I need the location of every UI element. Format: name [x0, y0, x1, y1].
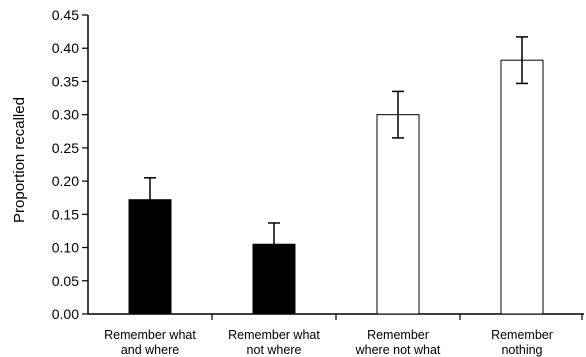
bar [376, 114, 420, 315]
bar [128, 199, 172, 315]
y-axis-ticks: 0.00 0.05 0.10 0.15 0.20 0.25 0.30 0.35 0.40 0.45 [52, 7, 88, 322]
error-bars [144, 36, 528, 267]
x-category-label: nothing [501, 343, 542, 357]
y-tick-label: 0.30 [52, 107, 79, 123]
y-tick-label: 0.35 [52, 73, 79, 89]
x-category-label: Remember [491, 328, 553, 342]
y-tick-label: 0.15 [52, 206, 79, 222]
y-tick-label: 0.45 [52, 7, 79, 23]
x-category-label: and where [121, 343, 179, 357]
y-tick-label: 0.00 [52, 306, 79, 322]
bars [128, 59, 544, 315]
x-category-label: Remember [367, 328, 429, 342]
y-tick-label: 0.10 [52, 240, 79, 256]
y-axis-title: Proportion recalled [11, 97, 28, 223]
x-category-label: Remember what [104, 328, 196, 342]
y-tick-label: 0.05 [52, 273, 79, 289]
y-tick-label: 0.25 [52, 140, 79, 156]
x-category-label: where not what [355, 343, 441, 357]
x-category-label: Remember what [228, 328, 320, 342]
x-category-label: not where [247, 343, 302, 357]
y-tick-label: 0.20 [52, 173, 79, 189]
y-tick-label: 0.40 [52, 40, 79, 56]
bar [500, 59, 544, 315]
